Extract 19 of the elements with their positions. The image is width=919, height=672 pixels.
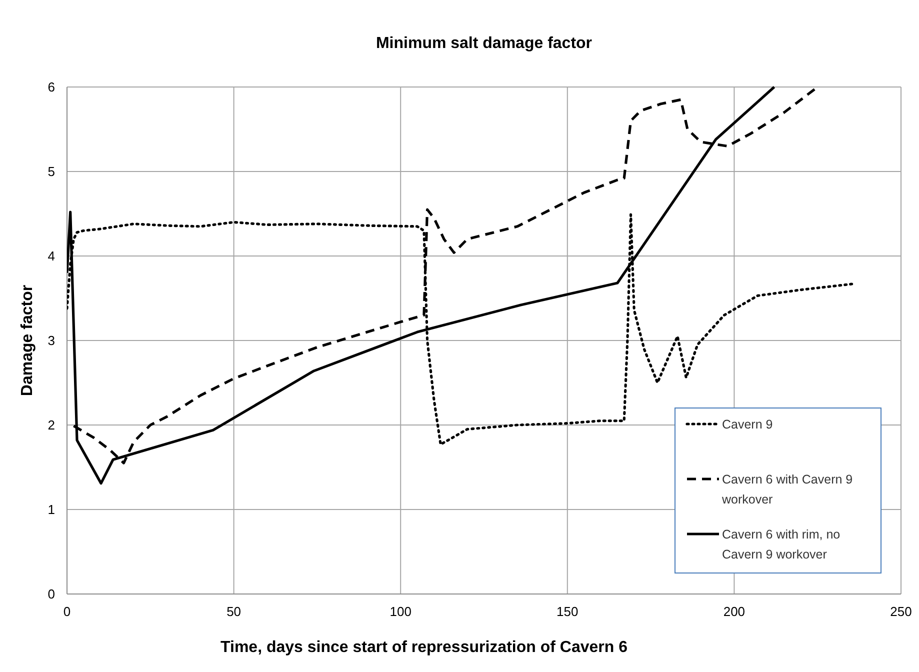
y-tick-label: 2 — [48, 418, 55, 433]
chart-title: Minimum salt damage factor — [376, 35, 592, 52]
legend-label: Cavern 6 with rim, no Cavern 9 workover — [722, 527, 840, 562]
x-tick-label: 200 — [723, 604, 746, 619]
y-tick-label: 6 — [48, 80, 55, 95]
y-tick-label: 5 — [48, 164, 55, 180]
x-tick-label: 50 — [226, 604, 242, 619]
x-tick-label: 150 — [556, 604, 578, 619]
x-tick-label: 0 — [63, 604, 71, 619]
legend-label: Cavern 9 — [722, 417, 773, 432]
y-tick-label: 4 — [48, 248, 55, 264]
x-axis-title: Time, days since start of repressurization of Cavern 6 — [220, 639, 628, 656]
y-axis-title: Damage factor — [19, 284, 36, 396]
y-tick-label: 0 — [48, 586, 55, 602]
x-tick-label: 250 — [890, 604, 912, 619]
x-tick-label: 100 — [390, 604, 412, 619]
legend-label: Cavern 6 with Cavern 9 workover — [721, 472, 853, 506]
y-tick-label: 1 — [48, 502, 55, 518]
y-tick-label: 3 — [48, 333, 55, 348]
